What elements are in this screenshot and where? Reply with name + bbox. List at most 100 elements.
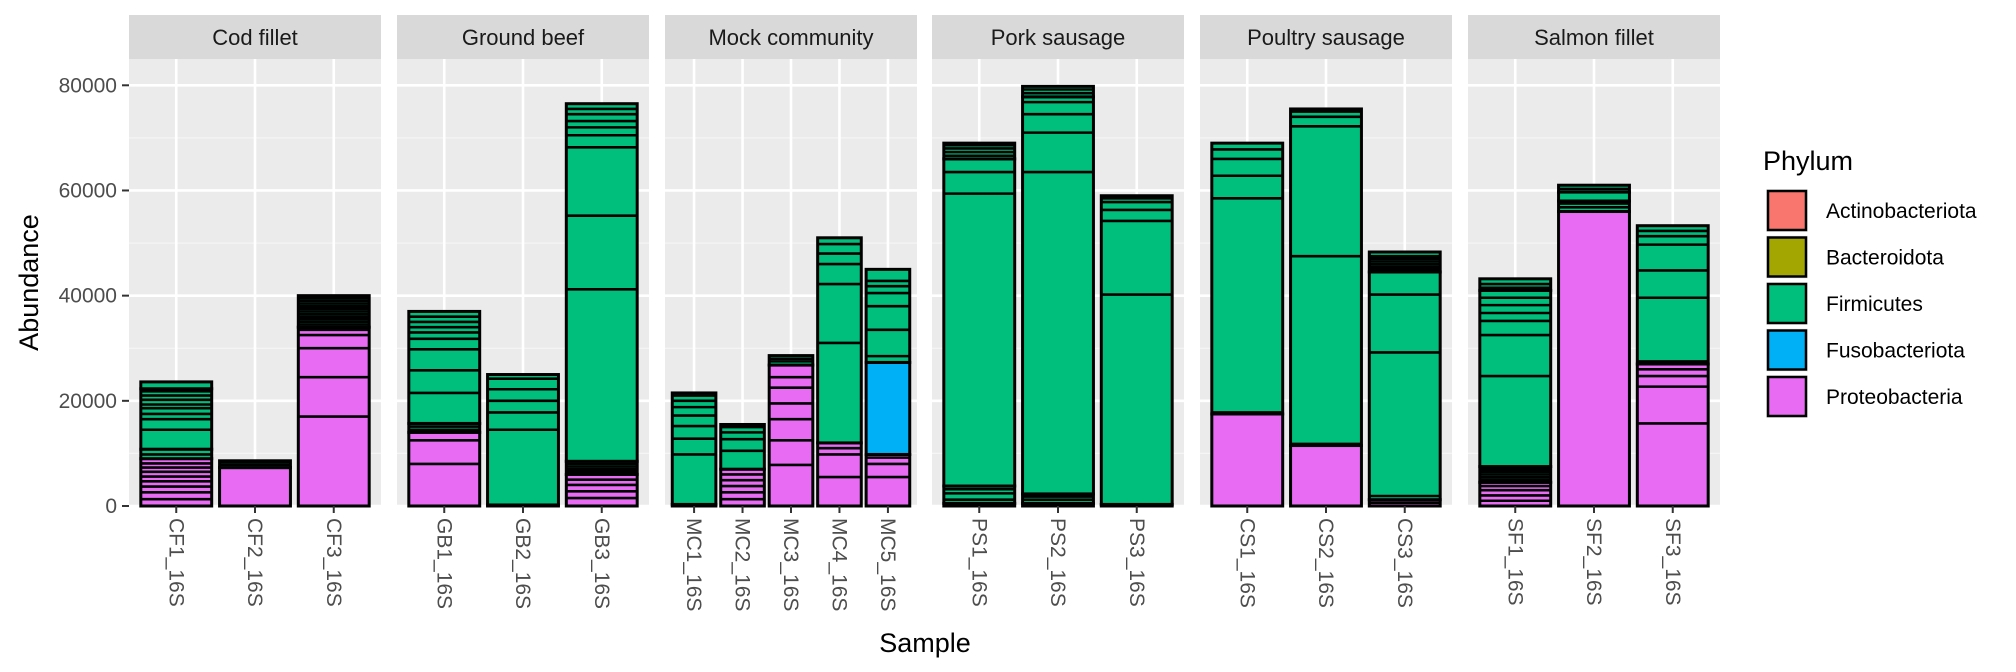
x-tick-label: CS2_16S [1314, 518, 1337, 608]
x-tick-label: MC3_16S [779, 518, 802, 611]
legend-swatch [1766, 189, 1808, 232]
facet-panel: Cod fillet CF1_16S CF2_16S CF3_16S [129, 15, 381, 607]
x-tick-label: SF3_16S [1661, 518, 1684, 606]
facet-strip-label: Salmon fillet [1534, 25, 1654, 50]
facet-panel: Poultry sausage CS1_16S CS2_16S CS3_16S [1200, 15, 1452, 608]
stacked-bar [1635, 224, 1710, 508]
y-tick-label: 0 [105, 495, 117, 518]
facet-strip [665, 15, 917, 59]
x-tick-label: SF1_16S [1503, 518, 1526, 606]
x-tick-label: MC2_16S [731, 518, 754, 611]
x-tick-label: CF1_16S [164, 518, 187, 607]
facet-strip [932, 15, 1184, 59]
legend-label: Actinobacteriota [1826, 200, 1977, 223]
legend-swatch [1766, 329, 1808, 371]
facet-panel: Pork sausage PS1_16S PS2_16S PS3_16S [932, 15, 1184, 607]
stacked-bar [1099, 194, 1174, 508]
x-tick-label: GB2_16S [511, 518, 534, 609]
facet-strip [1200, 15, 1452, 59]
y-axis: 0 20000 40000 60000 80000 [59, 74, 129, 518]
bar-segment [1289, 107, 1363, 448]
stacked-bar [767, 354, 815, 508]
legend-label: Bacteroidota [1826, 247, 1944, 270]
bar-segment [139, 380, 214, 391]
bar-segment [767, 363, 815, 508]
x-tick-label: PS3_16S [1125, 518, 1148, 607]
x-tick-label: PS2_16S [1046, 518, 1069, 607]
stacked-bar [407, 309, 482, 508]
x-tick-label: CS3_16S [1393, 518, 1416, 608]
bar-segment [1635, 362, 1710, 508]
bar-segment [218, 466, 292, 508]
bar-segment [1210, 141, 1285, 416]
facet-strip [129, 15, 381, 59]
legend-swatch [1766, 236, 1808, 278]
bar-segment [864, 452, 912, 508]
bar-segment [1367, 270, 1442, 502]
stacked-bar [139, 380, 214, 508]
legend-swatch [1766, 282, 1808, 325]
stacked-bar [1289, 107, 1363, 508]
x-tick-label: SF2_16S [1582, 518, 1605, 606]
bar-segment [1557, 210, 1631, 508]
bar-segment [942, 157, 1017, 488]
bar-segment [1021, 84, 1095, 99]
facet-strip [1468, 15, 1720, 59]
bar-segment [816, 236, 863, 445]
y-axis-title: Abundance [14, 214, 44, 351]
x-tick-label: CS1_16S [1235, 518, 1258, 608]
legend-title: Phylum [1763, 146, 1853, 176]
facet-strip-label: Pork sausage [991, 25, 1126, 50]
bar-segment [1021, 95, 1095, 496]
stacked-bar [864, 267, 912, 508]
facet-strip-label: Ground beef [462, 25, 585, 50]
x-axis-title: Sample [879, 628, 971, 658]
bar-segment [1635, 224, 1710, 366]
legend: Phylum Actinobacteriota Bacteroidota Firmic… [1763, 146, 1977, 418]
facet-panel: Salmon fillet SF1_16S SF2_16S SF3_16S [1468, 15, 1720, 606]
bar-segment [1099, 194, 1174, 506]
bar-segment [1289, 444, 1363, 508]
bar-segment [816, 441, 863, 508]
stacked-bar [1210, 141, 1285, 508]
stacked-bar [816, 236, 863, 508]
stacked-bar [942, 141, 1017, 508]
stacked-bar [1557, 183, 1631, 508]
facet-panel: Ground beef GB1_16S GB2_16S GB3_16S [397, 15, 649, 609]
bar-segment [407, 430, 482, 508]
x-tick-label: MC4_16S [827, 518, 850, 611]
bar-segment [864, 267, 912, 364]
legend-label: Fusobacteriota [1826, 340, 1965, 363]
bar-segment [486, 373, 560, 507]
stacked-bar [1021, 84, 1095, 508]
stacked-bar [564, 102, 639, 508]
y-tick-label: 80000 [59, 74, 117, 97]
facet-strip [397, 15, 649, 59]
x-tick-label: GB1_16S [432, 518, 455, 609]
x-tick-label: MC1_16S [682, 518, 705, 611]
x-tick-label: MC5_16S [876, 518, 899, 611]
bar-segment [670, 391, 718, 506]
bar-segment [1478, 288, 1553, 469]
stacked-bar [486, 373, 560, 508]
stacked-bar [719, 422, 766, 508]
stacked-bar [218, 459, 292, 508]
x-tick-label: CF2_16S [243, 518, 266, 607]
legend-swatch [1766, 375, 1808, 418]
bar-segment [564, 102, 639, 463]
y-tick-label: 40000 [59, 285, 117, 308]
legend-label: Proteobacteria [1826, 386, 1963, 409]
facet-strip-label: Cod fillet [212, 25, 298, 50]
stacked-bar [670, 391, 718, 508]
legend-label: Firmicutes [1826, 293, 1923, 316]
bar-segment [864, 360, 912, 456]
facet-strip-label: Mock community [708, 25, 873, 50]
facet-strip-label: Poultry sausage [1247, 25, 1405, 50]
bar-segment [407, 309, 482, 425]
stacked-bar [1478, 277, 1553, 508]
x-tick-label: CF3_16S [322, 518, 345, 607]
stacked-bar [296, 294, 371, 508]
x-tick-label: GB3_16S [590, 518, 613, 609]
